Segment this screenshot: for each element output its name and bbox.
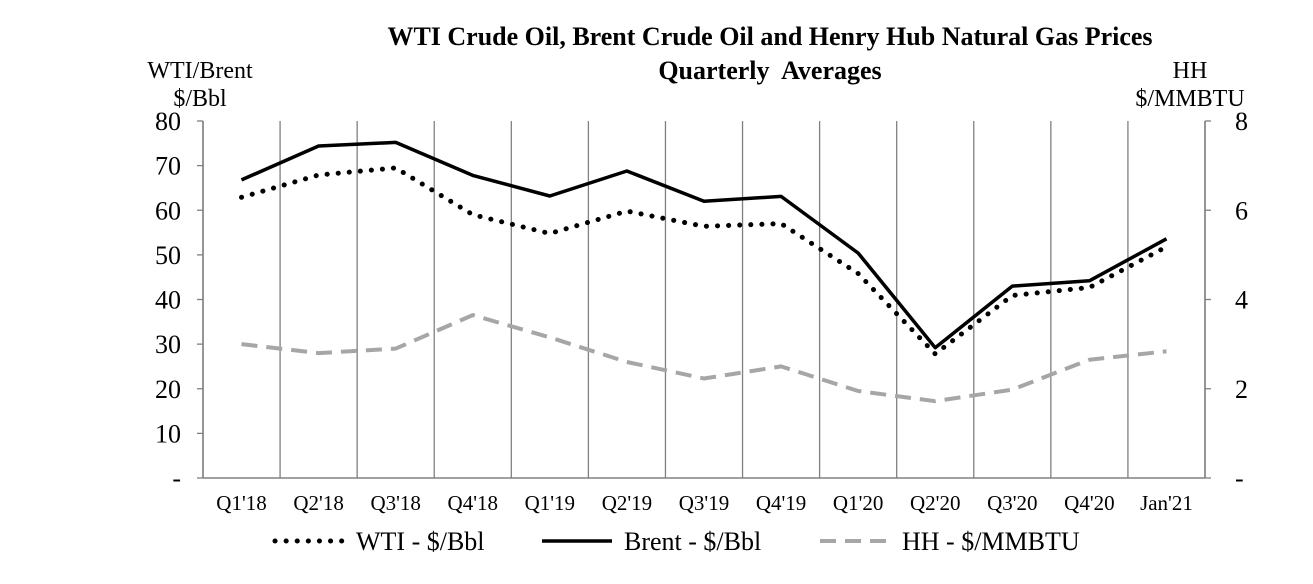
- x-tick-label: Q4'18: [448, 491, 498, 515]
- chart-subtitle: Quarterly Averages: [658, 56, 881, 85]
- right-tick-label: 2: [1235, 375, 1248, 404]
- x-tick-label: Q2'19: [602, 491, 652, 515]
- x-tick-label: Q3'20: [987, 491, 1037, 515]
- series-line-brent: [240, 140, 1168, 350]
- right-tick-label: 8: [1235, 107, 1248, 136]
- plot-area: - 10 20 30 40 50 60 70 80 - 2 4 6 8 Q1'18 Q2'18 Q3'18 Q4'…: [155, 107, 1248, 515]
- x-tick-label: Q1'20: [833, 491, 883, 515]
- left-tick-label: 70: [155, 152, 181, 181]
- x-tick-label: Q1'19: [525, 491, 575, 515]
- x-tick-label: Q2'18: [293, 491, 343, 515]
- left-tick-label: 10: [155, 419, 181, 448]
- left-tick-label: -: [172, 464, 181, 493]
- x-tick-label: Q1'18: [216, 491, 266, 515]
- legend: WTI - $/Bbl Brent - $/Bbl HH - $/MMBTU: [272, 527, 1080, 556]
- left-tick-label: 80: [155, 107, 181, 136]
- left-tick-label: 30: [155, 330, 181, 359]
- legend-wti-label: WTI - $/Bbl: [356, 527, 485, 556]
- x-tick-label: Q3'19: [679, 491, 729, 515]
- x-tick-label: Q4'20: [1064, 491, 1114, 515]
- x-tick-label: Q4'19: [756, 491, 806, 515]
- right-axis-label-line1: HH: [1173, 58, 1208, 84]
- right-tick-label: -: [1235, 464, 1244, 493]
- right-tick-label: 4: [1235, 286, 1248, 315]
- right-axis-label-line2: $/MMBTU: [1135, 86, 1244, 112]
- right-tick-label: 6: [1235, 196, 1248, 225]
- series-line-hh: [241, 313, 1167, 404]
- left-axis-label-line2: $/Bbl: [173, 86, 227, 112]
- x-tick-label: Q3'18: [370, 491, 420, 515]
- x-tick-label: Q2'20: [910, 491, 960, 515]
- left-tick-label: 40: [155, 286, 181, 315]
- chart-title: WTI Crude Oil, Brent Crude Oil and Henry…: [387, 22, 1152, 51]
- left-tick-label: 20: [155, 375, 181, 404]
- x-tick-label: Jan'21: [1140, 491, 1193, 515]
- legend-hh-label: HH - $/MMBTU: [902, 527, 1080, 556]
- legend-brent-label: Brent - $/Bbl: [624, 527, 761, 556]
- left-tick-label: 60: [155, 196, 181, 225]
- series-line-wti: [239, 165, 1169, 357]
- left-tick-label: 50: [155, 241, 181, 270]
- left-axis-label-line1: WTI/Brent: [147, 58, 253, 84]
